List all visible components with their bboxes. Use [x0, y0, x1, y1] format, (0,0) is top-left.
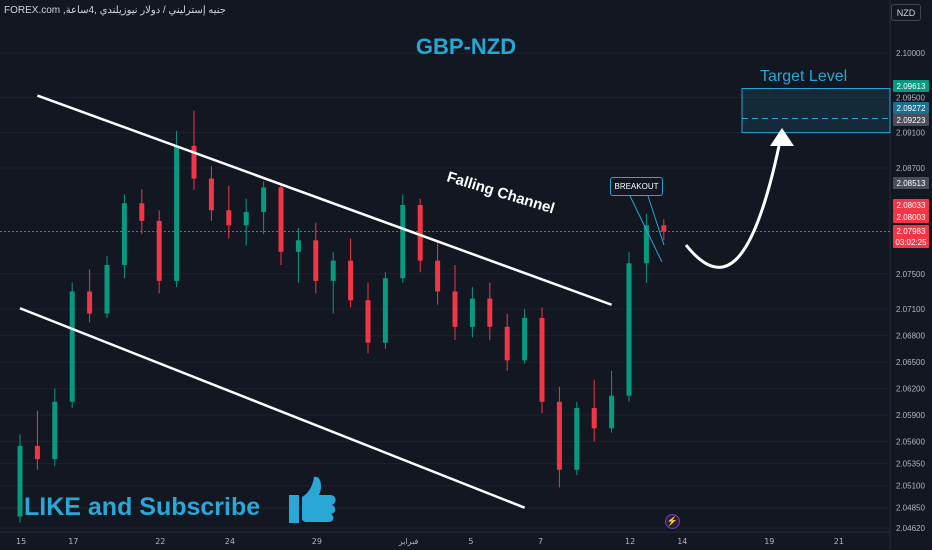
price-tag: 2.08033 — [893, 199, 929, 211]
candle-body — [243, 212, 249, 226]
candle-body — [121, 203, 127, 266]
price-tick-label: 2.09100 — [896, 129, 925, 138]
price-tick-label: 2.10000 — [896, 49, 925, 58]
channel-upper-line — [36, 94, 613, 306]
candle-body — [313, 240, 319, 281]
candle-body — [539, 317, 545, 402]
thumbs-up-icon — [289, 476, 336, 523]
candle-body — [469, 298, 475, 327]
price-tag: 2.07983 — [893, 225, 929, 237]
time-tick-label: 21 — [834, 537, 844, 546]
candle-body — [661, 225, 667, 232]
symbol-info: FOREX.com ,جنيه إسترليني / دولار نيوزيلن… — [4, 5, 226, 16]
price-tag: 2.09272 — [893, 102, 929, 114]
candle-body — [34, 445, 40, 460]
price-tick-label: 2.05100 — [896, 482, 925, 491]
lightning-icon[interactable]: ⚡ — [665, 514, 680, 529]
time-tick-label: 5 — [468, 537, 473, 546]
price-tick-label: 2.05350 — [896, 460, 925, 469]
price-tick-label: 2.05600 — [896, 438, 925, 447]
time-tick-label: 14 — [677, 537, 687, 546]
time-tick-label: 24 — [225, 537, 235, 546]
price-tag: 2.09223 — [893, 114, 929, 126]
candle-body — [104, 265, 110, 314]
chart-grid — [0, 52, 890, 529]
candle-body — [174, 145, 180, 281]
candle-body — [382, 278, 388, 343]
price-axis: 2.10000 2.09500 2.09100 2.08700 2.07500 2.071… — [896, 49, 925, 533]
time-tick-label: 15 — [16, 537, 26, 546]
price-tick-label: 2.09500 — [896, 93, 925, 102]
candle-body — [522, 317, 528, 361]
candle-body — [295, 240, 301, 252]
breakout-pointer-1 — [629, 195, 663, 263]
candle-body — [365, 300, 371, 343]
target-level-label: Target Level — [760, 68, 848, 85]
currency-button[interactable]: NZD — [891, 4, 921, 21]
candle-body — [52, 401, 58, 460]
candle-body — [435, 260, 441, 292]
time-tick-label: 17 — [68, 537, 78, 546]
price-tick-label: 2.07500 — [896, 270, 925, 279]
price-tick-label: 2.06800 — [896, 332, 925, 341]
time-tick-label: 19 — [764, 537, 774, 546]
price-tick-label: 2.04620 — [896, 524, 925, 533]
candle-body — [139, 203, 145, 221]
price-tick-label: 2.07100 — [896, 305, 925, 314]
candle-body — [417, 205, 423, 261]
candle-body — [17, 445, 23, 517]
candle-body — [643, 225, 649, 264]
candle-body — [452, 291, 458, 327]
price-tick-label: 2.08700 — [896, 164, 925, 173]
time-tick-label: 12 — [625, 537, 635, 546]
candle-body — [348, 260, 354, 301]
price-tick-label: 2.06200 — [896, 385, 925, 394]
projection-arrow-head — [770, 128, 794, 146]
projection-arrow — [684, 145, 781, 269]
candle-body — [261, 187, 267, 213]
time-axis: 15 17 22 24 29 فبراير 5 7 12 14 19 21 — [16, 537, 844, 546]
candle-body — [191, 145, 197, 179]
channel-lower-line — [19, 307, 526, 509]
candle-body — [504, 326, 510, 361]
time-tick-label: 29 — [312, 537, 322, 546]
candle-body — [226, 210, 232, 226]
price-tick-label: 2.06500 — [896, 358, 925, 367]
price-tag: 2.09613 — [893, 80, 929, 92]
candle-body — [556, 401, 562, 470]
candle-body — [330, 260, 336, 281]
target-zone — [741, 88, 891, 134]
breakout-label: BREAKOUT — [610, 177, 663, 196]
time-tick-label: 22 — [155, 537, 165, 546]
price-tag: 03:02:25 — [893, 236, 929, 248]
candle-body — [69, 291, 75, 402]
candle-body — [591, 407, 597, 429]
candle-body — [626, 263, 632, 396]
candle-body — [487, 298, 493, 327]
candle-body — [574, 407, 580, 470]
candle-body — [609, 395, 615, 429]
price-tag: 2.08003 — [893, 211, 929, 223]
breakout-pointer-2 — [647, 195, 665, 246]
candles-group — [17, 110, 667, 523]
price-tick-label: 2.04850 — [896, 504, 925, 513]
time-tick-label: فبراير — [398, 537, 419, 546]
candle-body — [87, 291, 93, 314]
candle-body — [278, 187, 284, 252]
falling-channel-label: Falling Channel — [445, 169, 557, 218]
candle-body — [156, 220, 162, 281]
candle-body — [400, 205, 406, 279]
price-tag: 2.08513 — [893, 177, 929, 189]
time-tick-label: 7 — [538, 537, 543, 546]
subscribe-cta[interactable]: LIKE and Subscribe — [24, 493, 261, 521]
price-tick-label: 2.05900 — [896, 411, 925, 420]
candle-body — [208, 178, 214, 211]
chart-title: GBP-NZD — [415, 34, 517, 59]
